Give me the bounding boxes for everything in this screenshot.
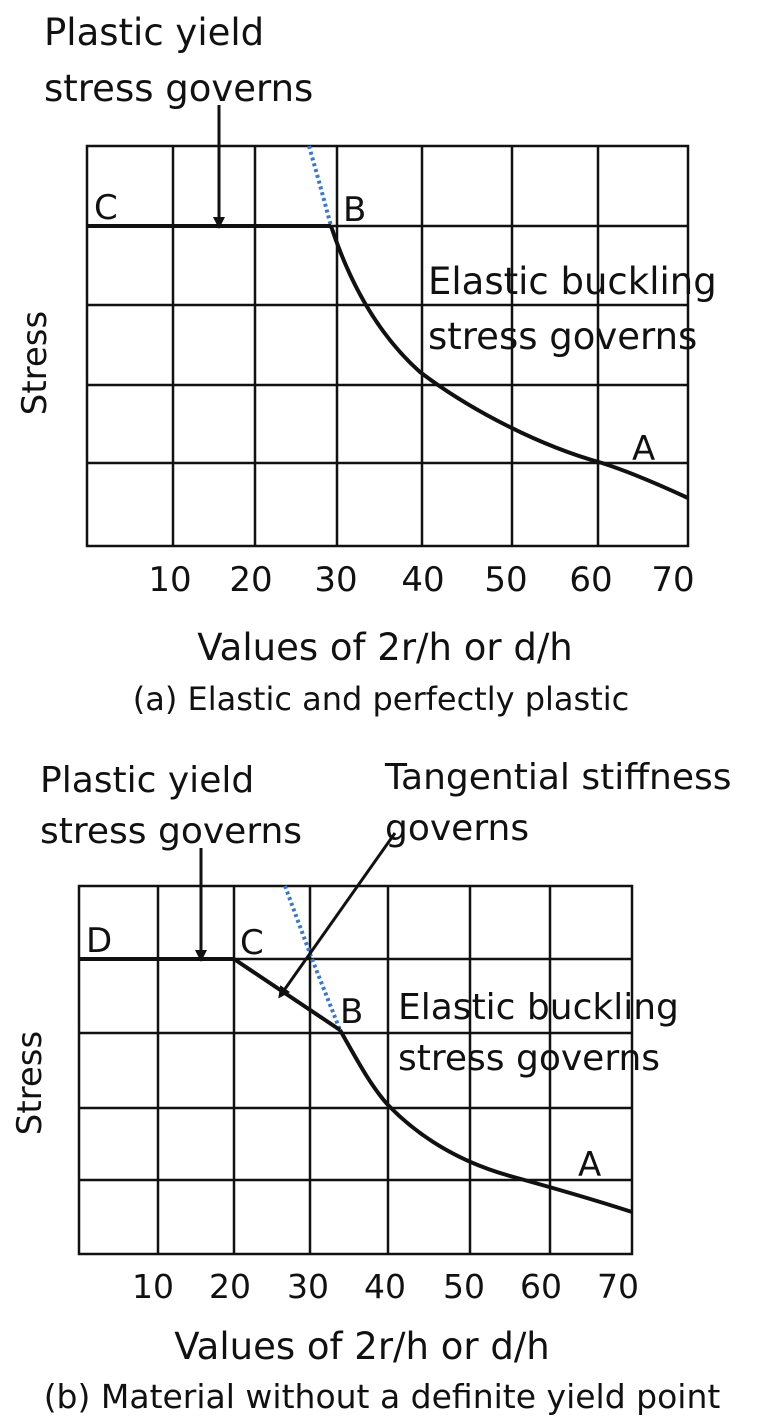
panel-a-xlabel: Values of 2r/h or d/h [197, 626, 573, 669]
annotation-elastic-line-2: stress governs [398, 1038, 660, 1079]
annotation-elastic-line-1: Elastic buckling [398, 987, 679, 1028]
tick-label: 30 [314, 560, 357, 600]
panel-b-frame [77, 884, 634, 1256]
point-label-b: B [343, 190, 366, 230]
tick-label: 50 [443, 1267, 485, 1306]
point-label-c: C [94, 188, 118, 228]
tick-label: 50 [484, 560, 527, 600]
annotation-plastic-line-1: Plastic yield [44, 11, 264, 54]
tick-label: 40 [401, 560, 444, 600]
panel-a-caption: (a) Elastic and perfectly plastic [133, 680, 629, 718]
panel-b-caption: (b) Material without a definite yield po… [44, 1377, 721, 1416]
tick-label: 30 [287, 1267, 329, 1306]
point-label-a: A [578, 1145, 601, 1185]
tick-label: 60 [569, 560, 612, 600]
panel-b-ylabel: Stress [10, 1031, 50, 1136]
tick-label: 70 [651, 560, 694, 600]
panel-a-frame [85, 144, 690, 548]
panel-b-xlabel: Values of 2r/h or d/h [174, 1325, 550, 1368]
annotation-plastic-line-1: Plastic yield [40, 760, 254, 801]
annotation-elastic-line-2: stress governs [428, 315, 697, 358]
tick-label: 70 [597, 1267, 639, 1306]
panel-a-elastic-curve [329, 225, 689, 500]
point-label-a: A [632, 429, 655, 469]
panel-a-ylabel: Stress [15, 311, 55, 416]
tick-label: 20 [209, 1267, 251, 1306]
tick-label: 40 [364, 1267, 406, 1306]
panel-b-euler-extension [283, 885, 342, 1031]
panel-b-arrow-tangential [278, 832, 397, 999]
annotation-tangential-line-2: governs [385, 808, 529, 849]
panel-a-euler-extension [307, 145, 333, 227]
annotation-plastic-line-2: stress governs [40, 811, 302, 852]
annotation-elastic-line-1: Elastic buckling [428, 260, 717, 303]
panel-a-xticks: 10 20 30 40 50 60 70 [148, 560, 694, 600]
panel-b: D C B A Plastic yield stress governs Tan… [10, 757, 732, 1416]
tick-label: 20 [229, 560, 272, 600]
tick-label: 10 [132, 1267, 174, 1306]
panel-a: C B A Plastic yield stress governs Elast… [15, 11, 717, 718]
annotation-tangential-line-1: Tangential stiffness [384, 757, 732, 798]
panel-a-grid [85, 144, 690, 548]
point-label-b: B [340, 992, 363, 1032]
tick-label: 60 [520, 1267, 562, 1306]
tick-label: 10 [148, 560, 191, 600]
panel-b-xticks: 10 20 30 40 50 60 70 [132, 1267, 639, 1306]
point-label-c: C [240, 923, 264, 963]
annotation-plastic-line-2: stress governs [44, 67, 313, 110]
point-label-d: D [86, 921, 112, 961]
panel-b-elastic-curve [338, 1029, 633, 1214]
